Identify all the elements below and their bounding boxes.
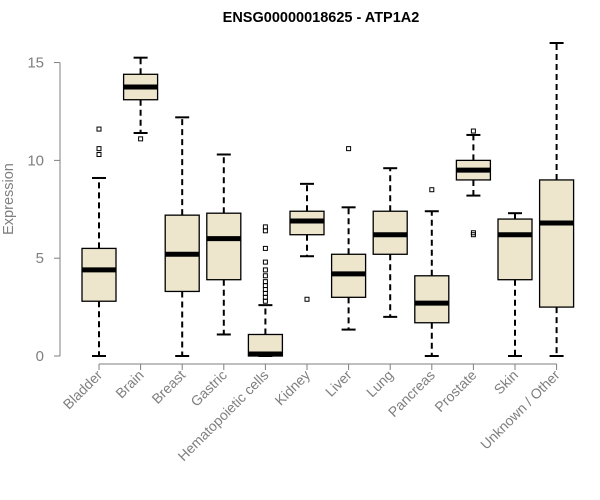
x-tick-label-9: Prostate <box>431 367 479 415</box>
x-tick-label-7: Lung <box>363 367 396 400</box>
outlier-point <box>262 290 268 296</box>
outlier-point <box>262 224 268 230</box>
x-tick-label-1: Brain <box>112 367 146 401</box>
box-pancreas <box>414 187 450 357</box>
box-hematopoietic-cells <box>247 224 284 357</box>
x-tick-label-0: Bladder <box>60 367 106 413</box>
outlier-point <box>262 283 268 289</box>
x-tick-label-10: Skin <box>491 367 522 398</box>
y-tick-label-3: 15 <box>27 55 44 72</box>
outlier-point <box>138 136 144 142</box>
outlier-point <box>96 152 102 158</box>
outlier-point <box>304 296 310 302</box>
box-bladder <box>81 126 117 357</box>
y-tick-label-0: 0 <box>36 348 44 365</box>
box-lung <box>372 167 408 318</box>
outlier-point <box>262 286 268 292</box>
box-liver <box>330 146 367 331</box>
box-iqr <box>497 218 533 281</box>
box-gastric <box>206 153 242 336</box>
box-unknown-other <box>538 42 575 357</box>
x-tick-label-11: Unknown / Other <box>477 367 563 453</box>
y-tick-label-1: 5 <box>36 250 44 267</box>
outlier-point <box>262 228 268 234</box>
outlier-point <box>470 128 476 134</box>
outlier-point <box>262 259 268 265</box>
outlier-point <box>346 146 352 152</box>
box-brain <box>122 56 159 142</box>
outlier-point <box>262 294 268 300</box>
outlier-point <box>429 187 435 193</box>
y-tick-label-2: 10 <box>27 152 44 169</box>
y-axis: 0 5 10 15 <box>27 55 61 365</box>
outlier-point <box>262 279 268 285</box>
box-iqr <box>538 179 575 308</box>
box-breast <box>164 116 200 357</box>
outlier-point <box>470 230 476 236</box>
box-iqr <box>81 247 117 302</box>
outlier-point <box>262 298 268 304</box>
box-kidney <box>289 182 325 302</box>
x-tick-label-6: Liver <box>322 367 355 400</box>
outlier-point <box>262 273 268 279</box>
x-tick-label-5: Kidney <box>272 367 314 409</box>
outlier-point <box>96 126 102 132</box>
y-axis-label: Expression <box>1 163 17 235</box>
outlier-point <box>96 146 102 152</box>
box-prostate <box>455 128 492 238</box>
x-tick-label-2: Breast <box>148 367 188 407</box>
box-skin <box>497 212 533 357</box>
outlier-point <box>262 267 268 273</box>
box-iqr <box>414 275 450 324</box>
outlier-point <box>262 245 268 251</box>
boxes-group <box>81 42 575 357</box>
box-iqr <box>206 212 242 281</box>
chart-title: ENSG00000018625 - ATP1A2 <box>223 10 420 26</box>
